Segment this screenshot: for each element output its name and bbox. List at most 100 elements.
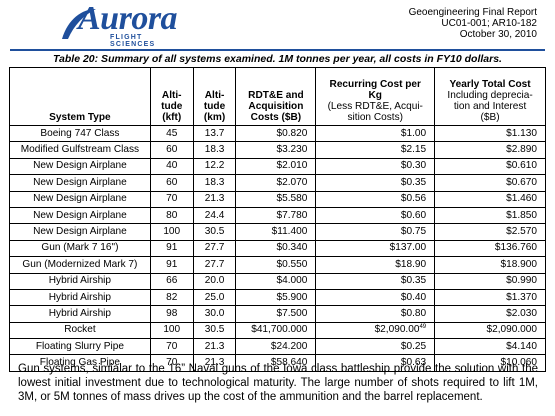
logo-tagline: FLIGHT SCIENCES	[110, 34, 156, 48]
body-paragraph: Gun systems, simialar to the 16” Naval g…	[18, 363, 538, 404]
footnote-marker: 49	[419, 324, 427, 331]
cell-recurring-cost: $2,090.0049	[315, 321, 436, 340]
cell-yearly-cost: $136.760	[434, 239, 546, 258]
cell-rdte-cost: $2.070	[235, 174, 317, 192]
header-yearly-total-cost: Yearly Total Cost Including deprecia-tio…	[434, 67, 546, 126]
cell-altitude-kft: 40	[149, 157, 194, 176]
cell-recurring-cost: $0.35	[315, 272, 436, 290]
cell-system-type: Rocket	[9, 321, 151, 340]
cell-altitude-km: 27.7	[192, 256, 237, 274]
cell-altitude-km: 25.0	[192, 288, 237, 307]
cell-altitude-kft: 70	[149, 190, 194, 208]
cell-altitude-km: 30.5	[192, 223, 237, 241]
table-row: Modified Gulfstream Class 60 18.3 $3.230 $2.…	[9, 141, 546, 159]
cell-recurring-cost: $137.00	[315, 239, 436, 258]
cell-altitude-km: 12.2	[192, 157, 237, 176]
table-row: Boeing 747 Class 45 13.7 $0.820 $1.00 $1.130	[9, 124, 546, 143]
cell-yearly-cost: $0.990	[434, 272, 546, 290]
report-header: Aurora FLIGHT SCIENCES Geoengineering Fi…	[0, 0, 555, 50]
cell-rdte-cost: $5.580	[235, 190, 317, 208]
cell-yearly-cost: $4.140	[434, 338, 546, 356]
table-row: Floating Slurry Pipe 70 21.3 $24.200 $0.25 $4…	[9, 338, 546, 356]
cell-system-type: Boeing 747 Class	[9, 124, 151, 143]
table-row: New Design Airplane 100 30.5 $11.400 $0.75 $2…	[9, 223, 546, 241]
cell-yearly-cost: $1.460	[434, 190, 546, 208]
cell-system-type: Floating Slurry Pipe	[9, 338, 151, 356]
logo-wordmark: Aurora	[78, 0, 178, 37]
cell-recurring-cost: $0.63	[315, 354, 436, 372]
cell-altitude-kft: 82	[149, 288, 194, 307]
cell-altitude-km: 21.3	[192, 190, 237, 208]
table-row: Gun (Modernized Mark 7) 91 27.7 $0.550 $18.9…	[9, 256, 546, 274]
table-body: Boeing 747 Class 45 13.7 $0.820 $1.00 $1.130 M…	[9, 124, 546, 372]
cell-altitude-km: 20.0	[192, 272, 237, 290]
cell-yearly-cost: $1.370	[434, 288, 546, 307]
cell-recurring-cost: $0.35	[315, 174, 436, 192]
cell-recurring-cost: $0.56	[315, 190, 436, 208]
table-row: Hybrid Airship 66 20.0 $4.000 $0.35 $0.990	[9, 272, 546, 290]
cell-recurring-cost: $0.75	[315, 223, 436, 241]
cell-yearly-cost: $2,090.000	[434, 321, 546, 340]
cell-yearly-cost: $2.890	[434, 141, 546, 159]
report-meta: Geoengineering Final Report UC01-001; AR…	[317, 7, 537, 40]
header-system-type: System Type	[9, 67, 151, 126]
cell-altitude-kft: 45	[149, 124, 194, 143]
systems-summary-table: System Type Alti-tude (kft) Alti-tude (km)…	[9, 67, 546, 372]
cell-system-type: New Design Airplane	[9, 190, 151, 208]
cell-rdte-cost: $4.000	[235, 272, 317, 290]
cell-system-type: Hybrid Airship	[9, 305, 151, 323]
report-date: October 30, 2010	[459, 29, 537, 40]
table-row: Hybrid Airship 82 25.0 $5.900 $0.40 $1.370	[9, 288, 546, 307]
cell-yearly-cost: $18.900	[434, 256, 546, 274]
cell-yearly-cost: $0.670	[434, 174, 546, 192]
cell-yearly-cost: $1.130	[434, 124, 546, 143]
cell-yearly-cost: $10.060	[434, 354, 546, 372]
header-rdte-costs: RDT&E and Acquisition Costs ($B)	[235, 67, 317, 126]
cell-altitude-kft: 60	[149, 141, 194, 159]
table-row: New Design Airplane 60 18.3 $2.070 $0.35 $0.6…	[9, 174, 546, 192]
aurora-logo: Aurora FLIGHT SCIENCES	[58, 0, 188, 48]
cell-rdte-cost: $11.400	[235, 223, 317, 241]
cell-system-type: New Design Airplane	[9, 206, 151, 225]
report-number: UC01-001; AR10-182	[441, 18, 537, 29]
table-caption: Table 20: Summary of all systems examine…	[53, 53, 502, 65]
cell-altitude-kft: 60	[149, 174, 194, 192]
header-altitude-km: Alti-tude (km)	[192, 67, 237, 126]
cell-system-type: New Design Airplane	[9, 223, 151, 241]
cell-rdte-cost: $2.010	[235, 157, 317, 176]
cell-altitude-kft: 100	[149, 223, 194, 241]
cell-recurring-cost: $0.60	[315, 206, 436, 225]
cell-rdte-cost: $0.340	[235, 239, 317, 258]
header-altitude-kft: Alti-tude (kft)	[149, 67, 194, 126]
cell-altitude-km: 24.4	[192, 206, 237, 225]
cell-recurring-cost: $0.30	[315, 157, 436, 176]
cell-recurring-cost: $0.80	[315, 305, 436, 323]
logo-swoosh-icon	[62, 9, 96, 39]
table-row: Hybrid Airship 98 30.0 $7.500 $0.80 $2.030	[9, 305, 546, 323]
cell-altitude-km: 27.7	[192, 239, 237, 258]
cell-system-type: Gun (Modernized Mark 7)	[9, 256, 151, 274]
cell-yearly-cost: $0.610	[434, 157, 546, 176]
report-title: Geoengineering Final Report	[408, 7, 537, 18]
cell-recurring-cost: $1.00	[315, 124, 436, 143]
cell-recurring-cost: $0.40	[315, 288, 436, 307]
cell-altitude-km: 18.3	[192, 141, 237, 159]
table-row: New Design Airplane 80 24.4 $7.780 $0.60 $1.8…	[9, 206, 546, 225]
cell-rdte-cost: $0.550	[235, 256, 317, 274]
cell-system-type: New Design Airplane	[9, 174, 151, 192]
table-row: Gun (Mark 7 16") 91 27.7 $0.340 $137.00 $136.…	[9, 239, 546, 258]
cell-altitude-km: 30.5	[192, 321, 237, 340]
cell-system-type: Hybrid Airship	[9, 288, 151, 307]
cell-yearly-cost: $1.850	[434, 206, 546, 225]
table-row: Rocket 100 30.5 $41,700.000 $2,090.0049 $2,09…	[9, 321, 546, 340]
cell-rdte-cost: $58.640	[235, 354, 317, 372]
cell-altitude-kft: 100	[149, 321, 194, 340]
cell-rdte-cost: $41,700.000	[235, 321, 317, 340]
cell-system-type: New Design Airplane	[9, 157, 151, 176]
cell-recurring-cost: $2.15	[315, 141, 436, 159]
cell-rdte-cost: $5.900	[235, 288, 317, 307]
cell-altitude-km: 30.0	[192, 305, 237, 323]
cell-recurring-cost: $0.25	[315, 338, 436, 356]
cell-altitude-kft: 91	[149, 256, 194, 274]
table-row: Floating Gas Pipe 70 21.3 $58.640 $0.63 $10.0…	[9, 354, 546, 372]
